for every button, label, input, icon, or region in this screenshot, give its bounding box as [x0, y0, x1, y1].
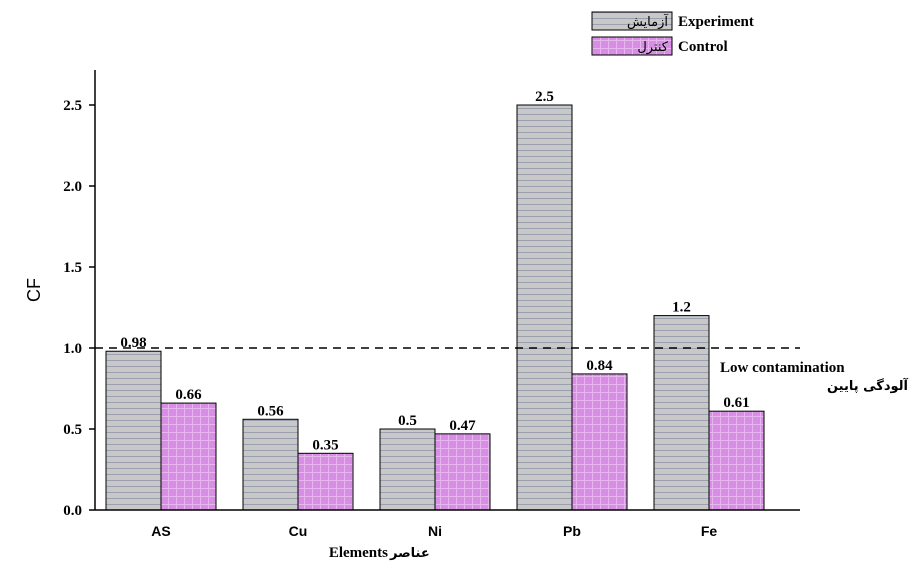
y-tick-label: 0.5 — [63, 422, 82, 438]
category-label-ni: Ni — [428, 523, 442, 539]
data-label-control-fe: 0.61 — [723, 395, 749, 411]
x-axis-title: Elements عناصر — [329, 545, 430, 561]
category-label-as: AS — [151, 523, 170, 539]
reference-line-label-fa: آلودگی پایین — [827, 377, 909, 394]
legend: آزمایش Experiment کنترل Control — [591, 11, 754, 56]
data-label-control-as: 0.66 — [175, 387, 202, 403]
x-axis-title-en: Elements — [329, 545, 388, 561]
x-axis-title-fa: عناصر — [389, 546, 430, 561]
reference-line-label: Low contamination — [720, 360, 845, 376]
y-tick-label: 0.0 — [63, 503, 82, 519]
bar-experiment-ni — [379, 428, 436, 511]
y-tick-label: 2.0 — [63, 179, 82, 195]
bar-control-cu — [297, 452, 354, 511]
category-labels: AS Cu Ni Pb Fe — [151, 523, 717, 539]
bar-control-ni — [434, 433, 491, 511]
y-tick-label: 1.5 — [63, 260, 82, 276]
y-tick-label: 2.5 — [63, 98, 82, 114]
legend-label-control-fa: کنترل — [637, 40, 668, 55]
axes — [94, 70, 800, 511]
legend-label-control: Control — [678, 39, 728, 55]
data-label-experiment-cu: 0.56 — [257, 403, 284, 419]
bar-experiment-cu — [242, 418, 299, 511]
bar-control-as — [160, 402, 217, 511]
y-tick-label: 1.0 — [63, 341, 82, 357]
data-label-experiment-pb: 2.5 — [535, 89, 554, 105]
bars — [105, 104, 765, 511]
data-label-control-pb: 0.84 — [586, 358, 613, 374]
legend-swatch-experiment — [591, 11, 673, 31]
bar-experiment-fe — [653, 315, 710, 511]
legend-label-experiment-fa: آزمایش — [627, 13, 669, 30]
legend-swatch-control — [591, 36, 673, 56]
data-labels: 0.98 0.66 0.56 0.35 0.5 0.47 2.5 0.84 1.2 0.61 — [120, 89, 749, 453]
bar-control-fe — [708, 410, 765, 511]
legend-label-experiment: Experiment — [678, 14, 754, 30]
data-label-experiment-as: 0.98 — [120, 335, 146, 351]
bar-control-pb — [571, 373, 628, 511]
y-axis-title: CF — [24, 278, 44, 302]
data-label-experiment-fe: 1.2 — [672, 300, 691, 316]
category-label-pb: Pb — [563, 523, 581, 539]
y-ticks: 0.0 0.5 1.0 1.5 2.0 2.5 — [63, 98, 95, 519]
category-label-fe: Fe — [701, 523, 718, 539]
data-label-control-cu: 0.35 — [312, 437, 338, 453]
bar-experiment-as — [105, 350, 162, 511]
data-label-control-ni: 0.47 — [449, 418, 476, 434]
category-label-cu: Cu — [289, 523, 308, 539]
data-label-experiment-ni: 0.5 — [398, 413, 417, 429]
bar-experiment-pb — [516, 104, 573, 511]
